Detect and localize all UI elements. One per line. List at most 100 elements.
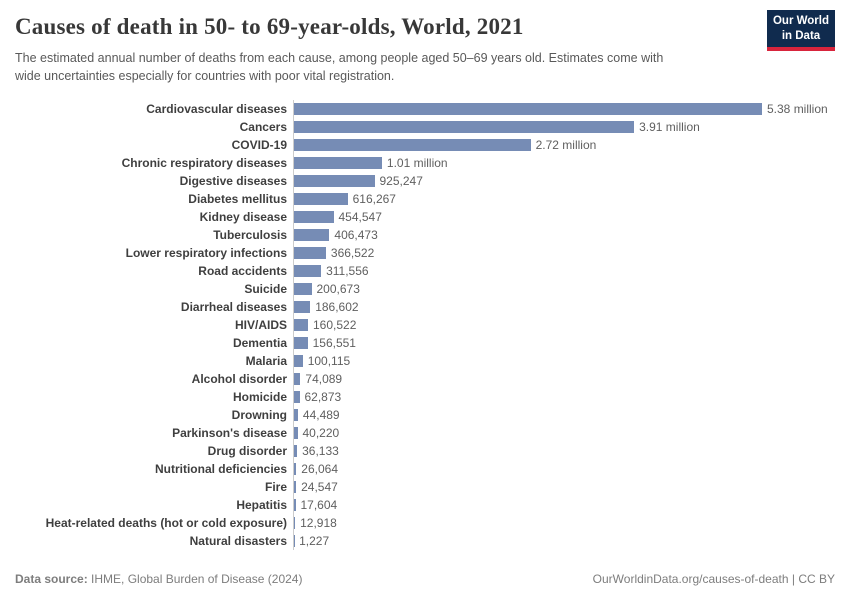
category-label: Drug disorder [207,444,287,459]
category-label: Parkinson's disease [172,426,287,441]
chart-subtitle: The estimated annual number of deaths fr… [15,51,664,84]
bar-area: 17,604 [293,496,835,515]
chart-row: Digestive diseases 925,247 [15,172,835,191]
bar [294,355,303,368]
chart-row: Fire 24,547 [15,478,835,497]
bar-area: 616,267 [293,190,835,209]
value-label: 1,227 [299,534,330,549]
chart-row: Chronic respiratory diseases 1.01 million [15,154,835,173]
category-label: HIV/AIDS [234,318,287,333]
bar [294,211,334,224]
chart-row: Kidney disease 454,547 [15,208,835,227]
value-label: 12,918 [300,516,337,531]
logo-line-1: Our World [772,15,829,28]
chart-row: Homicide 62,873 [15,388,835,407]
value-label: 40,220 [302,426,340,441]
value-label: 1.01 million [386,156,448,171]
page-title: Causes of death in 50- to 69-year-olds, … [15,14,524,39]
bar-area: 311,556 [293,262,835,281]
logo-line-2: in Data [781,29,821,42]
data-source-text: IHME, Global Burden of Disease (2024) [87,572,303,586]
category-label: Fire [264,480,287,495]
bar-area: 186,602 [293,298,835,317]
value-label: 186,602 [315,300,359,315]
category-label: Heat-related deaths (hot or cold exposur… [45,516,287,531]
bar-area: 24,547 [293,478,835,497]
category-label: Diabetes mellitus [188,192,287,207]
value-label: 366,522 [330,246,375,261]
chart-row: COVID-19 2.72 million [15,136,835,155]
value-label: 74,089 [305,372,343,387]
chart-row: Cardiovascular diseases 5.38 million [15,100,835,119]
bar-area: 100,115 [293,352,835,371]
chart-row: Hepatitis 17,604 [15,496,835,515]
value-label: 925,247 [379,174,423,189]
header-text: Causes of death in 50- to 69-year-olds, … [15,10,665,85]
category-label: Digestive diseases [179,174,287,189]
bar-area: 5.38 million [293,100,835,119]
bar [294,121,635,134]
bar-area: 40,220 [293,424,835,443]
credit-link[interactable]: OurWorldinData.org/causes-of-death | CC … [592,572,835,586]
category-label: Dementia [232,336,287,351]
category-label: Hepatitis [236,498,287,513]
bar-area: 406,473 [293,226,835,245]
bar-area: 366,522 [293,244,835,263]
value-label: 156,551 [312,336,356,351]
bar-area: 454,547 [293,208,835,227]
chart-footer: Data source: IHME, Global Burden of Dise… [15,572,835,586]
category-label: Road accidents [198,264,287,279]
category-label: Nutritional deficiencies [154,462,287,477]
bar [294,445,298,458]
value-label: 160,522 [313,318,357,333]
value-label: 62,873 [304,390,342,405]
data-source: Data source: IHME, Global Burden of Dise… [15,572,302,586]
bar-area: 12,918 [293,514,835,533]
chart-row: Natural disasters 1,227 [15,532,835,551]
bar [294,373,301,386]
bar-area: 2.72 million [293,136,835,155]
chart-row: Dementia 156,551 [15,334,835,353]
chart-row: Road accidents 311,556 [15,262,835,281]
value-label: 36,133 [302,444,339,459]
bar [294,193,348,206]
value-label: 454,547 [338,210,382,225]
bar-area: 36,133 [293,442,835,461]
value-label: 44,489 [302,408,340,423]
category-label: Alcohol disorder [191,372,287,387]
bar-area: 200,673 [293,280,835,299]
bar [294,319,308,332]
bar [294,517,296,530]
bar-area: 74,089 [293,370,835,389]
bar [294,103,762,116]
category-label: COVID-19 [231,138,287,153]
chart-row: Lower respiratory infections 366,522 [15,244,835,263]
chart-row: Nutritional deficiencies 26,064 [15,460,835,479]
bar-area: 1,227 [293,532,835,551]
chart-row: Diarrheal diseases 186,602 [15,298,835,317]
bar [294,157,382,170]
bar-area: 925,247 [293,172,835,191]
bar-chart: Cardiovascular diseases 5.38 million Cance… [15,100,835,551]
bar [294,139,531,152]
category-label: Lower respiratory infections [125,246,287,261]
chart-row: Suicide 200,673 [15,280,835,299]
chart-header: Causes of death in 50- to 69-year-olds, … [15,10,835,85]
chart-row: Parkinson's disease 40,220 [15,424,835,443]
value-label: 311,556 [326,264,369,279]
bar-area: 26,064 [293,460,835,479]
bar [294,301,311,314]
bar [294,337,308,350]
category-label: Suicide [244,282,287,297]
bar [294,463,297,476]
bar-area: 160,522 [293,316,835,335]
category-label: Diarrheal diseases [180,300,287,315]
bar [294,427,298,440]
owid-logo[interactable]: Our World in Data [767,10,835,51]
value-label: 200,673 [316,282,360,297]
category-label: Tuberculosis [213,228,287,243]
category-label: Cancers [239,120,287,135]
chart-row: Cancers 3.91 million [15,118,835,137]
category-label: Natural disasters [189,534,287,549]
